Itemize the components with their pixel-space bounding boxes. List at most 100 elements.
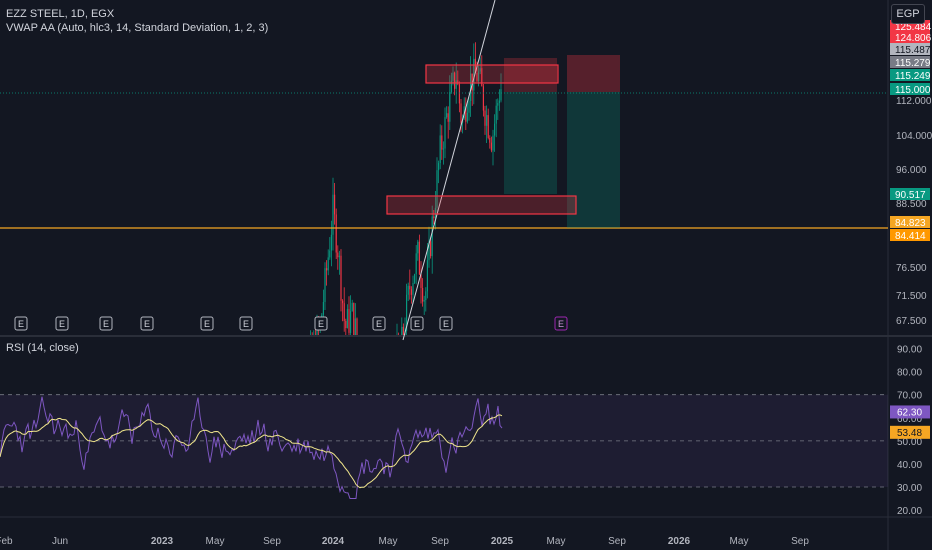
rsi-axis-tick: 50.00 bbox=[897, 437, 922, 448]
candle-body bbox=[335, 214, 337, 253]
candle-body bbox=[489, 137, 491, 143]
rsi-axis-tick: 20.00 bbox=[897, 506, 922, 517]
candle-body bbox=[354, 318, 356, 335]
candle-body bbox=[434, 207, 436, 219]
price-badge-label: 115.249 bbox=[895, 71, 931, 82]
candle-body bbox=[490, 142, 492, 151]
price-badge-label: 84.414 bbox=[895, 231, 926, 242]
price-axis-tick: 104.000 bbox=[896, 131, 932, 142]
candle-body bbox=[428, 241, 430, 261]
candle-body bbox=[356, 318, 358, 335]
vwap-indicator-legend[interactable]: VWAP AA (Auto, hlc3, 14, Standard Deviat… bbox=[6, 22, 269, 34]
position-stop-zone[interactable] bbox=[567, 55, 620, 92]
price-badge-label: 124.806 bbox=[895, 33, 932, 44]
candle-body bbox=[326, 268, 328, 271]
candle-body bbox=[423, 300, 425, 302]
event-marker-icon[interactable] bbox=[372, 316, 386, 331]
candle-body bbox=[438, 163, 440, 171]
candle-body bbox=[350, 311, 352, 333]
time-axis-tick: 2023 bbox=[151, 536, 174, 547]
candle-body bbox=[486, 115, 488, 126]
candle-body bbox=[343, 303, 345, 322]
candle-body bbox=[498, 100, 500, 104]
candle-body bbox=[348, 309, 350, 333]
event-marker-label: E bbox=[558, 319, 564, 329]
position-stop-zone[interactable] bbox=[504, 58, 557, 92]
event-marker-icon[interactable] bbox=[439, 316, 453, 331]
candle-body bbox=[454, 72, 456, 89]
candle-body bbox=[468, 100, 470, 113]
time-axis-tick: Jun bbox=[52, 536, 68, 547]
price-badge-label: 115.487 bbox=[895, 45, 931, 56]
price-badge-label: 90.517 bbox=[895, 190, 926, 201]
candle-body bbox=[458, 84, 460, 104]
candle-body bbox=[342, 300, 344, 304]
event-marker-label: E bbox=[414, 319, 420, 329]
price-badge-label: 115.000 bbox=[895, 85, 931, 96]
support-rectangle[interactable] bbox=[386, 195, 577, 215]
event-marker-icon[interactable] bbox=[410, 316, 424, 331]
event-marker-label: E bbox=[144, 319, 150, 329]
event-marker-icon[interactable] bbox=[99, 316, 113, 331]
candle-body bbox=[465, 106, 467, 122]
rsi-indicator-legend[interactable]: RSI (14, close) bbox=[6, 342, 79, 354]
candle-body bbox=[439, 135, 441, 164]
candle-body bbox=[414, 274, 416, 283]
price-badge-label: 115.279 bbox=[895, 58, 931, 69]
candle-body bbox=[338, 255, 340, 258]
event-marker-icon[interactable] bbox=[554, 316, 568, 331]
time-axis-tick: Feb bbox=[0, 536, 13, 547]
candle-body bbox=[324, 268, 326, 303]
candle-body bbox=[426, 260, 428, 292]
candle-body bbox=[446, 113, 448, 118]
candle-body bbox=[430, 241, 432, 257]
rsi-axis-tick: 70.00 bbox=[897, 391, 922, 402]
candle-body bbox=[334, 194, 336, 215]
rsi-axis-tick: 90.00 bbox=[897, 345, 922, 356]
candle-body bbox=[450, 80, 452, 93]
currency-button[interactable]: EGP bbox=[891, 4, 925, 24]
position-target-zone[interactable] bbox=[504, 92, 557, 194]
candle-body bbox=[447, 113, 449, 122]
candle-body bbox=[481, 68, 483, 87]
candle-body bbox=[455, 80, 457, 89]
trend-line[interactable] bbox=[402, 0, 496, 341]
candle-body bbox=[500, 89, 502, 101]
event-marker-icon[interactable] bbox=[140, 316, 154, 331]
time-axis-tick: Sep bbox=[608, 536, 626, 547]
price-badge bbox=[890, 188, 930, 200]
time-axis-tick: May bbox=[206, 536, 225, 547]
time-axis-tick: 2025 bbox=[491, 536, 514, 547]
rsi-axis-tick: 30.00 bbox=[897, 483, 922, 494]
rsi-axis-tick: 40.00 bbox=[897, 460, 922, 471]
event-marker-icon[interactable] bbox=[55, 316, 69, 331]
candle-body bbox=[460, 103, 462, 123]
time-axis-tick: 2026 bbox=[668, 536, 691, 547]
time-axis-tick: May bbox=[379, 536, 398, 547]
candle-body bbox=[410, 289, 412, 295]
rsi-badge-label: 62.30 bbox=[897, 407, 922, 418]
candle-body bbox=[431, 216, 433, 257]
price-pane bbox=[0, 0, 888, 335]
price-axis-tick: 71.500 bbox=[896, 291, 927, 302]
event-marker-icon[interactable] bbox=[14, 316, 28, 331]
event-marker-icon[interactable] bbox=[314, 316, 328, 331]
event-marker-icon[interactable] bbox=[239, 316, 253, 331]
candle-body bbox=[471, 73, 473, 91]
symbol-title: EZZ STEEL, 1D, EGX bbox=[6, 8, 115, 20]
candle-body bbox=[425, 291, 427, 301]
price-badge bbox=[890, 69, 930, 81]
candle-body bbox=[418, 241, 420, 275]
candle-body bbox=[478, 71, 480, 81]
candle-body bbox=[479, 68, 481, 72]
candle-body bbox=[466, 112, 468, 122]
candle-body bbox=[487, 115, 489, 138]
candle-body bbox=[327, 257, 329, 271]
candle-body bbox=[474, 58, 476, 73]
event-marker-icon[interactable] bbox=[200, 316, 214, 331]
time-axis-tick: 2024 bbox=[322, 536, 345, 547]
resistance-rectangle[interactable] bbox=[425, 64, 559, 84]
candle-body bbox=[402, 326, 404, 335]
